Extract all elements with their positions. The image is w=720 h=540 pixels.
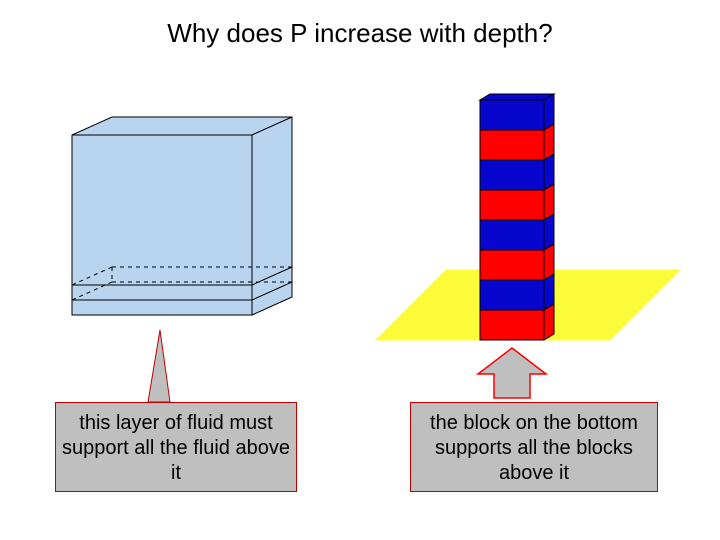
block-callout: the block on the bottom supports all the… xyxy=(410,402,658,492)
block-column-scene xyxy=(0,0,720,410)
fluid-layer-callout: this layer of fluid must support all the… xyxy=(55,402,297,492)
